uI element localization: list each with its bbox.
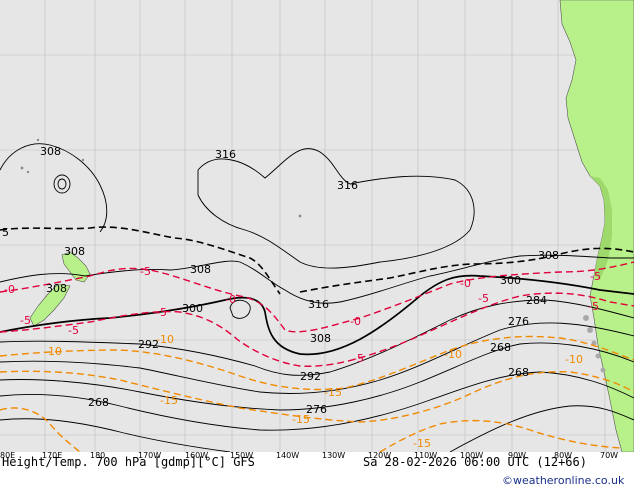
- svg-text:-15: -15: [292, 413, 310, 426]
- svg-text:-5: -5: [68, 324, 79, 337]
- svg-text:-0: -0: [460, 277, 471, 290]
- lon-tick-label: 110W: [414, 451, 437, 460]
- svg-text:-15: -15: [324, 386, 342, 399]
- svg-text:316: 316: [308, 298, 329, 311]
- lon-tick-label: 150W: [230, 451, 253, 460]
- lon-tick-label: 70W: [600, 451, 618, 460]
- svg-text:308: 308: [46, 282, 67, 295]
- svg-text:316: 316: [215, 148, 236, 161]
- temp-dashed-black: [0, 226, 634, 295]
- temp-contours-red: [0, 261, 634, 367]
- svg-text:308: 308: [310, 332, 331, 345]
- lon-tick-label: 140W: [276, 451, 299, 460]
- svg-text:308: 308: [190, 263, 211, 276]
- svg-text:-10: -10: [444, 348, 462, 361]
- svg-text:308: 308: [538, 249, 559, 262]
- svg-text:-5: -5: [478, 292, 489, 305]
- svg-text:-10: -10: [44, 345, 62, 358]
- svg-text:-5: -5: [156, 306, 167, 319]
- temp-labels-orange: -10 -10 -10 -10 -15 -15 -15 -15: [44, 333, 583, 450]
- svg-text:-5: -5: [20, 314, 31, 327]
- lon-tick-label: 90W: [508, 451, 526, 460]
- footer-title: Height/Temp. 700 hPa [gdmp][°C] GFS: [2, 455, 255, 469]
- lon-tick-label: 120W: [368, 451, 391, 460]
- svg-text:-0: -0: [350, 315, 361, 328]
- svg-text:-5: -5: [590, 270, 601, 283]
- temp-contours-orange: [0, 335, 634, 453]
- svg-text:-5: -5: [588, 300, 599, 313]
- pacific-islands: [20, 138, 302, 218]
- svg-text:5: 5: [2, 226, 9, 239]
- svg-text:300: 300: [500, 274, 521, 287]
- svg-text:-15: -15: [413, 437, 431, 450]
- svg-text:268: 268: [490, 341, 511, 354]
- new-zealand-north-island: [61, 251, 91, 283]
- lon-tick-label: 80W: [554, 451, 572, 460]
- svg-text:-0: -0: [225, 293, 236, 306]
- svg-text:-5: -5: [353, 352, 364, 365]
- svg-text:276: 276: [508, 315, 529, 328]
- svg-text:-5: -5: [140, 265, 151, 278]
- svg-text:-10: -10: [156, 333, 174, 346]
- svg-text:284: 284: [526, 294, 547, 307]
- svg-text:308: 308: [40, 145, 61, 158]
- credit-link[interactable]: ©weatheronline.co.uk: [502, 474, 625, 487]
- svg-text:292: 292: [300, 370, 321, 383]
- svg-text:268: 268: [508, 366, 529, 379]
- lon-tick-label: 180: [90, 451, 105, 460]
- height-labels: 308 316 316 308 308 308 300 316 308 300 …: [40, 145, 559, 416]
- longitude-ticks: 80E 170E 180 170W 160W 150W 140W 130W 120W 110W 10…: [0, 451, 618, 460]
- andes-terrain: [590, 176, 612, 280]
- footer-bar: [0, 452, 634, 490]
- svg-text:-0: -0: [4, 283, 15, 296]
- svg-text:268: 268: [88, 396, 109, 409]
- lon-tick-label: 100W: [460, 451, 483, 460]
- lon-tick-label: 130W: [322, 451, 345, 460]
- new-zealand-south-island: [29, 283, 71, 327]
- lon-tick-label: 170E: [42, 451, 62, 460]
- svg-text:292: 292: [138, 338, 159, 351]
- svg-text:300: 300: [182, 302, 203, 315]
- svg-text:-10: -10: [565, 353, 583, 366]
- svg-text:276: 276: [306, 403, 327, 416]
- lon-tick-label: 160W: [185, 451, 208, 460]
- svg-text:316: 316: [337, 179, 358, 192]
- chile-fjord-islands: [583, 315, 606, 373]
- footer-datetime: Sa 28-02-2026 06:00 UTC (12+66): [363, 455, 587, 469]
- lon-tick-label: 170W: [138, 451, 161, 460]
- temp-labels-red: -5 -5 -5 -5 -0 -0 -5 -5 -5 -0 -0 -5: [4, 265, 601, 365]
- svg-text:308: 308: [64, 245, 85, 258]
- ocean-area: [0, 0, 634, 452]
- lon-tick-label: 80E: [0, 451, 15, 460]
- temp-labels-black: 5: [2, 226, 9, 239]
- svg-text:-15: -15: [160, 394, 178, 407]
